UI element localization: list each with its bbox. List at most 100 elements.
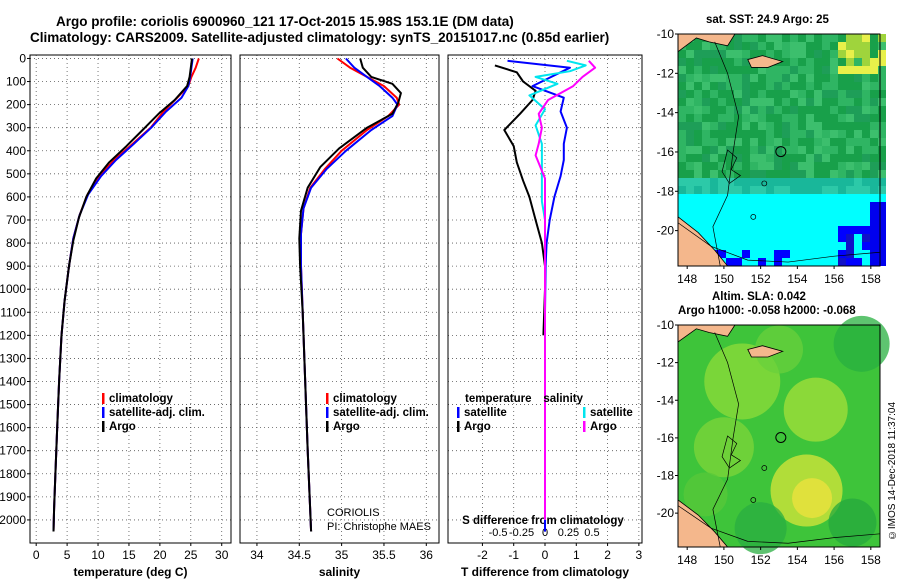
map-x-tick-label: 150 — [714, 272, 734, 286]
legend-swatch — [326, 407, 329, 418]
sst-cell — [710, 146, 718, 154]
sst-cell — [750, 42, 758, 50]
sst-cell — [838, 122, 846, 130]
sst-cell — [790, 154, 798, 162]
reef-outline — [721, 435, 742, 469]
sst-cell — [686, 122, 694, 130]
sst-cell — [694, 162, 702, 170]
sst-cell — [702, 146, 710, 154]
sst-cell — [742, 242, 750, 250]
sst-cell — [694, 98, 702, 106]
sst-cell — [686, 66, 694, 74]
sst-cell — [878, 242, 886, 250]
sst-cell — [838, 258, 846, 266]
sst-cell — [854, 242, 862, 250]
sst-cell — [742, 170, 750, 178]
sst-cell — [854, 106, 862, 114]
x2-tick-label: -0.5 — [489, 527, 508, 539]
sst-cell — [742, 234, 750, 242]
sst-cell — [734, 90, 742, 98]
sst-cell — [726, 58, 734, 66]
sst-cell — [822, 58, 830, 66]
sst-cell — [758, 162, 766, 170]
sst-cell — [718, 50, 726, 58]
sst-cell — [814, 50, 822, 58]
sst-cell — [758, 194, 766, 202]
sst-cell — [710, 170, 718, 178]
sst-cell — [798, 114, 806, 122]
argo-location-marker — [775, 432, 787, 444]
sst-cell — [854, 138, 862, 146]
sst-cell — [718, 90, 726, 98]
sst-cell — [862, 202, 870, 210]
sst-cell — [830, 242, 838, 250]
sst-cell — [790, 170, 798, 178]
sst-cell — [766, 250, 774, 258]
sst-cell — [766, 162, 774, 170]
sst-cell — [678, 114, 686, 122]
sst-cell — [758, 114, 766, 122]
sst-cell — [694, 178, 702, 186]
sst-cell — [686, 42, 694, 50]
x-tick-label: 35.5 — [372, 548, 396, 562]
sst-cell — [806, 242, 814, 250]
legend-swatch — [583, 421, 586, 432]
sst-cell — [718, 58, 726, 66]
sst-cell — [774, 234, 782, 242]
bathymetry-contour — [677, 222, 881, 263]
sst-cell — [878, 74, 886, 82]
y-tick-label: 900 — [6, 259, 26, 273]
sst-cell — [782, 130, 790, 138]
sst-cell — [758, 74, 766, 82]
plot-frame — [29, 54, 232, 544]
sst-cell — [814, 162, 822, 170]
sst-cell — [854, 90, 862, 98]
sst-cell — [782, 114, 790, 122]
sst-cell — [790, 114, 798, 122]
y-tick-label: 800 — [6, 236, 26, 250]
sst-cell — [718, 186, 726, 194]
sst-cell — [806, 130, 814, 138]
sst-cell — [686, 50, 694, 58]
sst-cell — [846, 138, 854, 146]
sst-cell — [814, 154, 822, 162]
sst-cell — [750, 82, 758, 90]
sst-cell — [790, 162, 798, 170]
y-tick-label: 1800 — [0, 467, 26, 481]
sst-cell — [838, 130, 846, 138]
sst-cell — [838, 234, 846, 242]
sst-cell — [774, 242, 782, 250]
sst-cell — [846, 178, 854, 186]
sst-cell — [846, 194, 854, 202]
sst-cell — [862, 106, 870, 114]
sst-cell — [814, 210, 822, 218]
sst-cell — [870, 258, 878, 266]
sst-cell — [862, 210, 870, 218]
sst-cell — [774, 42, 782, 50]
legend-label: satellite-adj. clim. — [109, 407, 205, 419]
sst-cell — [838, 210, 846, 218]
sst-cell — [798, 258, 806, 266]
seamount — [761, 180, 768, 187]
sst-cell — [758, 170, 766, 178]
x-tick-label: 30 — [215, 548, 229, 562]
sst-cell — [782, 90, 790, 98]
sla-blob — [683, 472, 728, 517]
sst-cell — [830, 42, 838, 50]
sla-map: -10 -12 -14 -16 -18 -20 148 150 152 154 156 158 — [657, 315, 890, 567]
sst-cell — [830, 162, 838, 170]
legend-label: climatology — [109, 393, 174, 405]
sst-cell — [862, 162, 870, 170]
sst-cell — [870, 138, 878, 146]
y-tick-label: 1000 — [0, 282, 26, 296]
sst-cell — [678, 130, 686, 138]
sst-cell — [806, 250, 814, 258]
seamount — [750, 497, 757, 503]
sst-cell — [782, 210, 790, 218]
sst-cell — [726, 162, 734, 170]
sst-cell — [678, 74, 686, 82]
sst-cell — [774, 34, 782, 42]
x-tick-label: 5 — [64, 548, 71, 562]
sst-cell — [814, 58, 822, 66]
sst-cell — [750, 146, 758, 154]
